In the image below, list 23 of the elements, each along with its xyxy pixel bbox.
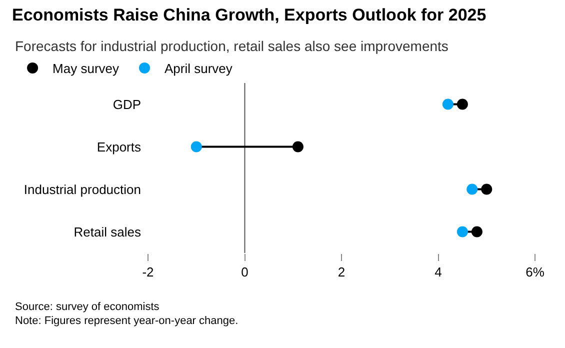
point [466,184,478,195]
chart-title: Economists Raise China Growth, Exports Outlook for 2025 [12,6,486,25]
x-tick-label: 4 [434,264,442,280]
y-tick-label: GDP [112,96,141,112]
point [456,226,468,238]
x-tick-label: 0 [241,264,248,280]
legend-label: April survey [164,61,233,76]
point [471,226,482,238]
x-tick-label: -2 [142,264,154,280]
chart-subtitle: Forecasts for industrial production, retail sales also see improvements [15,38,448,54]
point [442,98,454,110]
x-tick-label: 2 [338,264,346,280]
y-tick-label: Industrial production [24,182,141,197]
source-note: Source: survey of economists [15,301,160,313]
x-tick-label: 6% [526,264,545,280]
legend-label: May survey [52,61,120,76]
point [190,141,202,152]
text: Note: Figures represent year-on-year change. [15,315,238,327]
point [292,141,304,152]
y-tick-label: Exports [96,139,142,154]
point [456,98,468,110]
point [481,184,492,195]
y-tick-label: Retail sales [74,224,142,240]
